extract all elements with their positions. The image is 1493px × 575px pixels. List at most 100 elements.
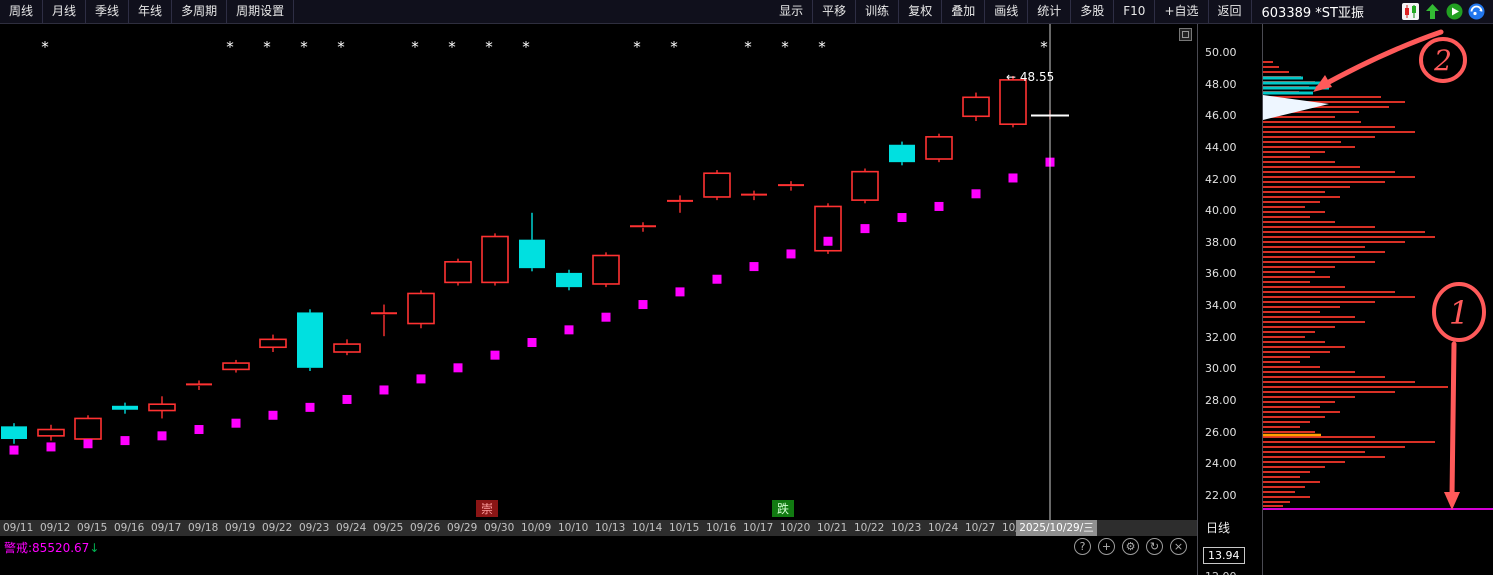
topbar: 周线 月线 季线 年线 多周期 周期设置 显示 平移 训练 复权 叠加 画线 统计 多股 F10 +自选 返回… [0, 0, 1493, 24]
price-tick: 42.00 [1205, 172, 1237, 186]
date-label: 10/16 [706, 522, 737, 534]
kline-app-icon[interactable] [1402, 3, 1419, 20]
menu-tool-8[interactable]: F10 [1114, 0, 1156, 23]
date-label: 10/15 [669, 522, 700, 534]
price-tick: 28.00 [1205, 394, 1237, 408]
alert-label: 警戒:85520.67 [4, 541, 90, 555]
kline-chart: * * * * * * * * * * * * * * * 崇 跌 ← 48.55 [1, 24, 1069, 520]
play-icon[interactable] [1446, 3, 1463, 20]
signal-dot [157, 431, 167, 441]
current-date-label: 2025/10/29/三 [1016, 520, 1097, 536]
candle-up [74, 417, 102, 440]
menu-tool-10[interactable]: 返回 [1209, 0, 1252, 23]
date-label: 09/23 [299, 522, 330, 534]
chart-area[interactable]: * * * * * * * * * * * * * * * 崇 跌 ← 48.55 [0, 24, 1197, 520]
menu-tool-9[interactable]: +自选 [1155, 0, 1209, 23]
help-icon[interactable]: ? [1074, 538, 1091, 555]
date-label: 10/27 [965, 522, 996, 534]
hand-circle-2 [1419, 37, 1467, 83]
text-marker: 崇 [481, 502, 493, 516]
star-marker: * [781, 38, 789, 56]
menu-tool-4[interactable]: 叠加 [942, 0, 986, 23]
date-label: 09/17 [151, 522, 182, 534]
menu-period-3[interactable]: 年线 [129, 0, 173, 23]
candle-up [444, 261, 472, 284]
menu-period-4[interactable]: 多周期 [172, 0, 228, 23]
menu-tool-5[interactable]: 画线 [985, 0, 1029, 23]
hand-arrowhead-2 [1313, 75, 1332, 92]
up-arrow-icon[interactable] [1424, 3, 1441, 20]
date-label: 09/16 [114, 522, 145, 534]
replay-icon[interactable]: ↻ [1146, 538, 1163, 555]
signal-dot [675, 287, 685, 297]
distribution-wedge [1263, 95, 1329, 120]
menu-period-1[interactable]: 月线 [43, 0, 87, 23]
menu-tool-1[interactable]: 平移 [813, 0, 857, 23]
price-tick: 50.00 [1205, 46, 1237, 59]
text-marker-box [476, 500, 498, 517]
price-axis: 日线 13.94 12.00 50.00 48.00 46.00 44.00 42.00… [1197, 24, 1263, 575]
date-label: 09/24 [336, 522, 367, 534]
signal-dot [268, 410, 278, 420]
panel-collapse-icon[interactable] [1179, 28, 1192, 41]
signal-dot [786, 249, 796, 259]
candles-layer [1, 75, 1063, 447]
menu-period-0[interactable]: 周线 [0, 0, 44, 23]
menu-period-2[interactable]: 季线 [86, 0, 130, 23]
star-marker: * [448, 38, 456, 56]
star-marker: * [1040, 38, 1048, 56]
signal-dot [83, 439, 93, 449]
candle-down [297, 312, 323, 368]
date-label: 09/30 [484, 522, 515, 534]
candle-up [481, 235, 509, 284]
date-label: 09/12 [40, 522, 71, 534]
date-label: 09/25 [373, 522, 404, 534]
price-tick: 30.00 [1205, 362, 1237, 376]
menu-tool-3[interactable]: 复权 [899, 0, 943, 23]
hand-label-2: 2 [1433, 44, 1452, 77]
candle-up [222, 362, 250, 371]
hand-label-1: 1 [1449, 294, 1469, 332]
globe-icon[interactable] [1468, 3, 1485, 20]
price-box-2: 12.00 [1205, 570, 1237, 575]
signal-dot [564, 325, 574, 335]
menu-tool-0[interactable]: 显示 [770, 0, 814, 23]
candle-up [407, 292, 435, 325]
date-label: 10/20 [780, 522, 811, 534]
menu-tool-6[interactable]: 统计 [1028, 0, 1072, 23]
star-marker: * [633, 38, 641, 56]
signal-dot [46, 442, 56, 452]
price-tick: 34.00 [1205, 299, 1237, 313]
topbar-icons [1374, 3, 1493, 20]
date-label: 10/23 [891, 522, 922, 534]
signal-dot [527, 338, 537, 348]
date-label: 10/22 [854, 522, 885, 534]
signal-dot [1008, 173, 1018, 183]
star-marker: * [744, 38, 752, 56]
star-marker: * [670, 38, 678, 56]
text-marker: 跌 [777, 501, 789, 516]
signal-dot [194, 425, 204, 435]
settings-icon[interactable]: ⚙ [1122, 538, 1139, 555]
candle-down [1, 426, 27, 440]
close-icon[interactable]: × [1170, 538, 1187, 555]
zoom-in-icon[interactable]: + [1098, 538, 1115, 555]
menu-tool-7[interactable]: 多股 [1071, 0, 1115, 23]
candle-down [112, 405, 138, 410]
date-label: 10/17 [743, 522, 774, 534]
high-price-label: ← 48.55 [1006, 70, 1054, 84]
hand-circle-1 [1432, 282, 1486, 342]
menu-period-5[interactable]: 周期设置 [227, 0, 295, 23]
stock-info: 603389 *ST亚振 [1252, 2, 1374, 21]
hand-arrowhead-1 [1444, 492, 1460, 510]
signal-dot [712, 274, 722, 284]
signal-dot [934, 201, 944, 211]
price-tick: 46.00 [1205, 109, 1237, 123]
candle-up [999, 79, 1027, 125]
menu-tool-2[interactable]: 训练 [856, 0, 900, 23]
date-label: 10/14 [632, 522, 663, 534]
hand-arrow-2 [1315, 29, 1444, 91]
signal-dot [416, 374, 426, 384]
signal-dot [305, 402, 315, 412]
